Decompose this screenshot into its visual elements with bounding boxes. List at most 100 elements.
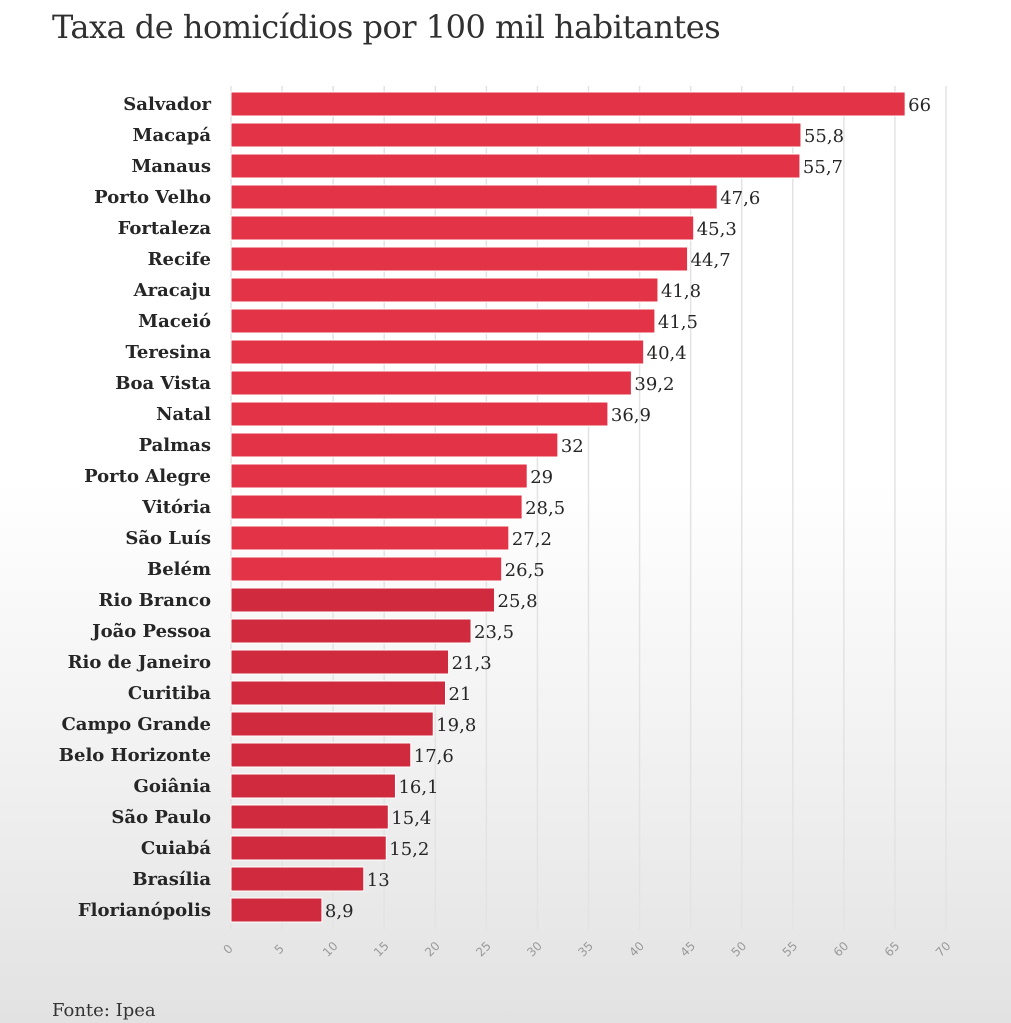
- category-label: São Paulo: [111, 807, 211, 828]
- value-label: 25,8: [498, 591, 538, 612]
- bar: [230, 153, 801, 179]
- value-label: 15,4: [391, 808, 431, 829]
- x-tick-label: 50: [729, 939, 750, 960]
- value-label: 28,5: [525, 498, 565, 519]
- labels: Salvador 66 Macapá 55,8 Manaus 55,7 Porto Velh…: [59, 94, 931, 922]
- bars: [230, 91, 906, 923]
- bar: [230, 494, 523, 520]
- category-label: São Luís: [125, 528, 211, 549]
- bar: [230, 91, 906, 117]
- bar: [230, 525, 510, 551]
- bar-chart: Salvador 66 Macapá 55,8 Manaus 55,7 Porto Velh…: [59, 86, 954, 960]
- value-label: 45,3: [697, 219, 737, 240]
- category-label: Brasília: [132, 869, 211, 890]
- x-tick-label: 45: [677, 939, 698, 960]
- x-tick-label: 10: [320, 939, 341, 960]
- bar: [230, 680, 446, 706]
- x-tick-label: 5: [272, 942, 287, 957]
- value-label: 26,5: [505, 560, 545, 581]
- x-tick-label: 70: [933, 939, 954, 960]
- value-label: 36,9: [611, 405, 651, 426]
- value-label: 40,4: [647, 343, 687, 364]
- bar: [230, 339, 645, 365]
- bar: [230, 649, 450, 675]
- category-label: Rio de Janeiro: [68, 652, 211, 673]
- x-tick-label: 25: [473, 939, 494, 960]
- bar: [230, 308, 656, 334]
- category-label: Rio Branco: [99, 590, 211, 611]
- category-label: Recife: [148, 249, 211, 270]
- value-label: 17,6: [414, 746, 454, 767]
- x-axis-ticks: 0 5 10 15 20 25 30 35 40 45 50 55 60 65 70: [221, 939, 954, 960]
- category-label: Maceió: [138, 311, 211, 332]
- category-label: Teresina: [126, 342, 212, 363]
- bar: [230, 122, 802, 148]
- bar: [230, 370, 632, 396]
- category-label: Boa Vista: [115, 373, 211, 394]
- x-tick-label: 55: [780, 939, 801, 960]
- category-label: Fortaleza: [118, 218, 212, 239]
- value-label: 21: [449, 684, 472, 705]
- bar: [230, 773, 396, 799]
- value-label: 15,2: [389, 839, 429, 860]
- bar: [230, 277, 659, 303]
- x-tick-label: 0: [221, 942, 236, 957]
- value-label: 13: [367, 870, 390, 891]
- bar: [230, 618, 472, 644]
- category-label: Salvador: [123, 94, 211, 115]
- bar: [230, 432, 559, 458]
- bar: [230, 742, 412, 768]
- category-label: Porto Velho: [94, 187, 211, 208]
- x-tick-label: 60: [831, 939, 852, 960]
- category-label: Manaus: [131, 156, 211, 177]
- value-label: 66: [908, 95, 931, 116]
- bar: [230, 556, 503, 582]
- value-label: 8,9: [325, 901, 354, 922]
- bar: [230, 866, 365, 892]
- bar: [230, 587, 496, 613]
- bar: [230, 804, 389, 830]
- value-label: 47,6: [720, 188, 760, 209]
- value-label: 19,8: [436, 715, 476, 736]
- value-label: 21,3: [452, 653, 492, 674]
- x-tick-label: 35: [575, 939, 596, 960]
- value-label: 23,5: [474, 622, 514, 643]
- bar: [230, 215, 695, 241]
- value-label: 32: [561, 436, 584, 457]
- x-tick-label: 65: [882, 939, 903, 960]
- source-note: Fonte: Ipea: [52, 1000, 156, 1021]
- x-tick-label: 40: [626, 939, 647, 960]
- category-label: Cuiabá: [141, 838, 212, 859]
- category-label: Vitória: [141, 497, 211, 518]
- x-tick-label: 20: [422, 939, 443, 960]
- bar: [230, 246, 689, 272]
- bar: [230, 835, 387, 861]
- value-label: 55,7: [803, 157, 843, 178]
- bar: [230, 463, 528, 489]
- category-label: Curitiba: [128, 683, 211, 704]
- value-label: 44,7: [691, 250, 731, 271]
- category-label: Belém: [147, 559, 211, 580]
- x-tick-label: 30: [524, 939, 545, 960]
- value-label: 41,8: [661, 281, 701, 302]
- category-label: Natal: [156, 404, 211, 425]
- category-label: Macapá: [133, 125, 212, 146]
- value-label: 41,5: [658, 312, 698, 333]
- value-label: 39,2: [634, 374, 674, 395]
- bar: [230, 711, 434, 737]
- category-label: Goiânia: [134, 776, 212, 797]
- value-label: 55,8: [804, 126, 844, 147]
- value-label: 27,2: [512, 529, 552, 550]
- category-label: Belo Horizonte: [59, 745, 211, 766]
- value-label: 29: [530, 467, 553, 488]
- bar: [230, 897, 323, 923]
- category-label: Florianópolis: [78, 900, 211, 921]
- category-label: Palmas: [139, 435, 211, 456]
- category-label: Porto Alegre: [84, 466, 211, 487]
- category-label: Campo Grande: [61, 714, 211, 735]
- category-label: Aracaju: [133, 280, 211, 301]
- chart-title: Taxa de homicídios por 100 mil habitante…: [52, 8, 721, 46]
- x-tick-label: 15: [371, 939, 392, 960]
- category-label: João Pessoa: [90, 621, 211, 642]
- value-label: 16,1: [398, 777, 438, 798]
